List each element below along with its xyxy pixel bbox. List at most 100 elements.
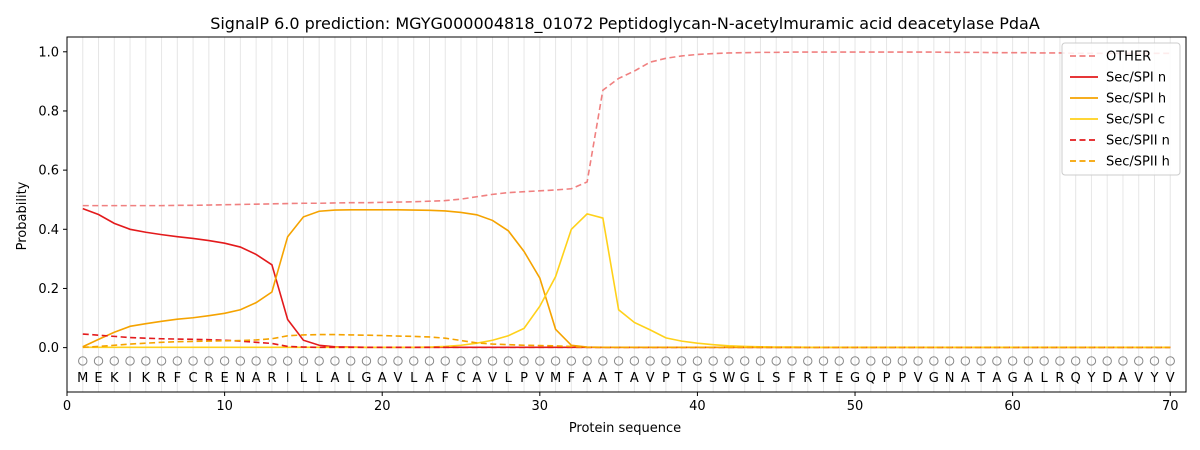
residue-marker [361,356,372,366]
residue-label: S [709,371,717,386]
residue-marker [409,356,419,366]
x-tick-label: 70 [1162,399,1179,414]
residue-label: K [142,371,151,386]
residue-marker [1039,356,1049,366]
series-line-2 [82,208,1171,349]
residue-label: L [1041,371,1049,386]
residue-marker [472,356,482,366]
residue-label: A [598,371,607,386]
residue-label: A [630,371,639,386]
residue-marker [582,356,592,366]
residue-label: R [1055,371,1064,386]
residue-marker [787,356,797,366]
residue-marker [1070,356,1081,366]
x-axis-ticks: 0 10 20 30 40 50 60 70 [63,392,1179,414]
residue-label: F [568,371,575,386]
residue-label: G [692,371,702,386]
residue-label: T [677,371,686,386]
series-line-3 [82,213,1171,349]
residue-label: T [819,371,828,386]
residue-marker [613,356,624,366]
x-tick-label: 50 [847,399,864,414]
residue-marker [692,356,703,366]
residue-label: G [361,371,371,386]
residue-marker [676,356,687,366]
residue-marker [456,356,466,366]
residue-label: V [914,371,923,386]
residue-label: Y [1150,371,1159,386]
residue-marker [834,356,844,366]
residue-marker [298,356,309,366]
residue-label: I [128,371,132,386]
residue-marker [629,356,640,366]
residue-label: P [520,371,528,386]
residue-label: R [803,371,812,386]
residue-label: F [788,371,795,386]
residue-marker [1055,356,1065,366]
residue-marker [503,356,513,366]
residue-label: G [740,371,750,386]
residue-label: L [757,371,765,386]
plot-frame [66,36,1187,393]
residue-label: L [505,371,513,386]
residue-marker [818,356,829,366]
residue-label: Q [866,371,876,386]
residue-marker [566,356,577,366]
residue-marker [598,356,608,366]
residue-marker [1023,356,1034,366]
residue-marker [204,356,214,366]
residue-label: Q [1071,371,1081,386]
residue-markers [78,356,1175,366]
y-axis-ticks: 0.0 0.2 0.4 0.6 0.8 1.0 [38,45,67,356]
x-tick-label: 30 [532,399,549,414]
residue-label: L [300,371,308,386]
residue-label: A [583,371,592,386]
residue-label: T [614,371,623,386]
residue-marker [440,356,450,366]
residue-marker [708,356,718,366]
residue-marker [156,356,167,366]
y-tick-label: 1.0 [38,45,59,60]
residue-label: V [1166,371,1175,386]
residue-marker [424,356,435,366]
residue-label: F [442,371,449,386]
x-tick-label: 10 [216,399,233,414]
residue-marker [724,356,734,366]
residue-label: G [929,371,939,386]
residue-label: A [1119,371,1128,386]
residue-label: V [488,371,497,386]
residue-label: P [883,371,891,386]
residue-label: D [1102,371,1112,386]
legend-label: Sec/SPII h [1106,155,1170,170]
residue-label: N [235,371,245,386]
residue-marker [1102,356,1112,366]
residue-label: M [550,371,561,386]
residue-label: V [535,371,544,386]
residue-marker [188,356,198,366]
residue-marker [125,356,135,366]
residue-label: G [1008,371,1018,386]
residue-marker [93,356,104,366]
residue-label: M [77,371,88,386]
residue-label: V [394,371,403,386]
x-tick-label: 40 [689,399,706,414]
residue-label: A [992,371,1001,386]
residue-marker [661,356,671,366]
residue-label: P [898,371,906,386]
residue-marker [519,356,529,366]
residue-label: A [330,371,339,386]
residue-label: A [252,371,261,386]
residue-label: L [316,371,324,386]
residue-label: P [662,371,670,386]
y-tick-label: 0.6 [38,164,59,179]
legend-label: Sec/SPI c [1106,113,1165,128]
residue-label: L [347,371,355,386]
residue-label: I [286,371,290,386]
residue-marker [172,356,183,366]
residue-marker [345,356,356,366]
x-tick-label: 60 [1004,399,1021,414]
grid-lines [82,37,1171,392]
residue-label: A [425,371,434,386]
legend-label: Sec/SPI n [1106,71,1166,86]
